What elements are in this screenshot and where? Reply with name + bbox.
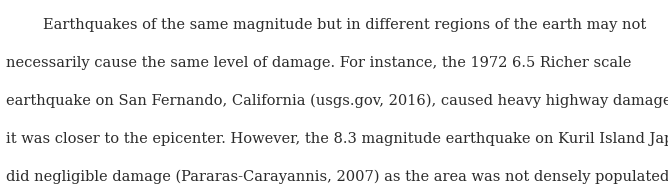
Text: Earthquakes of the same magnitude but in different regions of the earth may not: Earthquakes of the same magnitude but in… [6,18,646,32]
Text: earthquake on San Fernando, California (usgs.gov, 2016), caused heavy highway da: earthquake on San Fernando, California (… [6,94,668,108]
Text: did negligible damage (Pararas-Carayannis, 2007) as the area was not densely pop: did negligible damage (Pararas-Carayanni… [6,170,668,184]
Text: necessarily cause the same level of damage. For instance, the 1972 6.5 Richer sc: necessarily cause the same level of dama… [6,56,631,70]
Text: it was closer to the epicenter. However, the 8.3 magnitude earthquake on Kuril I: it was closer to the epicenter. However,… [6,132,668,146]
